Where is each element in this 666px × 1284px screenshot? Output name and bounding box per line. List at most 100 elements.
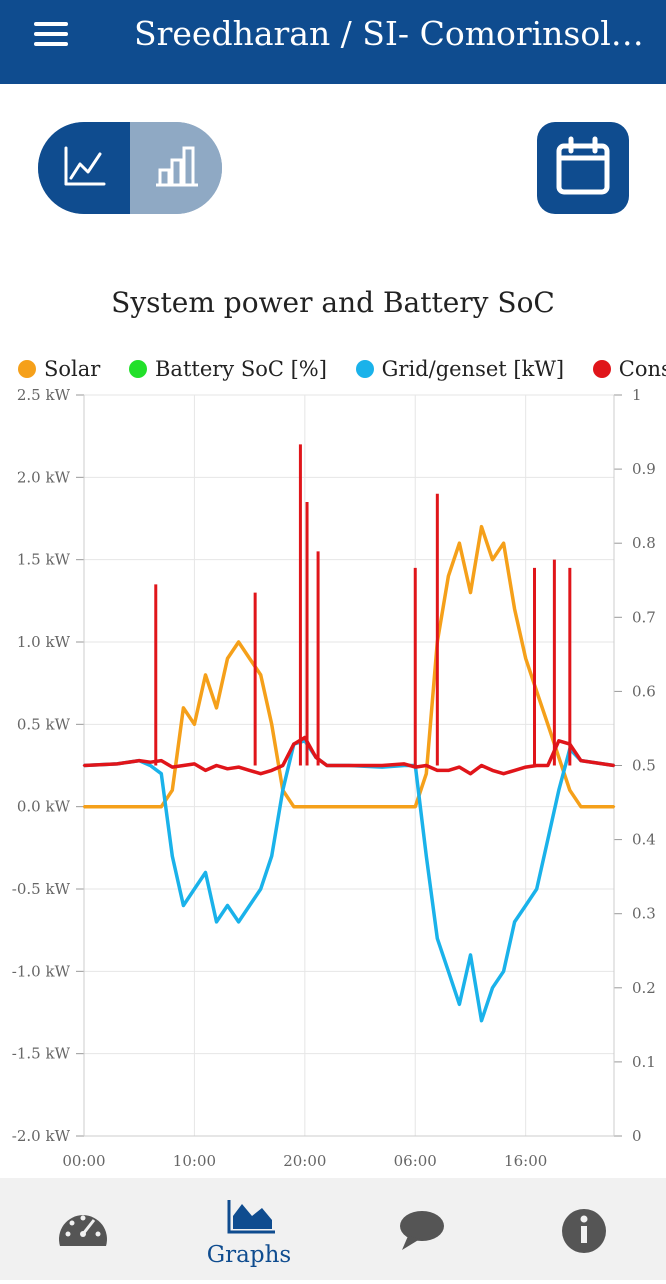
data-point (237, 920, 240, 924)
data-point (270, 854, 273, 858)
nav-graphs[interactable]: Graphs (166, 1178, 332, 1280)
data-point (281, 764, 284, 767)
calendar-button[interactable] (537, 122, 629, 214)
y-right-tick-label: 0.1 (632, 1053, 656, 1071)
legend-label: Solar (44, 357, 101, 381)
series-consumption (82, 735, 616, 776)
data-point (557, 756, 560, 759)
y-right-tick-label: 0.5 (632, 757, 656, 775)
data-point (160, 772, 163, 775)
y-left-tick-label: 0.0 kW (17, 798, 71, 816)
y-left-tick-label: 0.5 kW (17, 715, 71, 733)
data-point (215, 920, 218, 924)
data-point (160, 759, 163, 762)
data-point (115, 762, 119, 766)
nav-dashboard[interactable] (0, 1178, 166, 1280)
data-point (469, 772, 472, 775)
data-point (82, 764, 86, 767)
data-point (480, 525, 483, 528)
data-point (469, 953, 472, 957)
data-point (469, 591, 472, 594)
chat-icon (400, 1211, 444, 1250)
legend-label: Consume (618, 357, 666, 381)
data-point (204, 769, 207, 772)
legend-dot-icon (592, 360, 611, 378)
menu-icon-bar (34, 22, 68, 26)
data-point (546, 723, 549, 726)
y-right-tick-label: 0.2 (632, 979, 656, 997)
hamburger-menu-button[interactable] (26, 18, 76, 52)
y-left-tick-label: -1.5 kW (12, 1045, 71, 1063)
data-point (149, 805, 152, 808)
data-point (171, 854, 174, 858)
data-point (612, 805, 616, 808)
data-point (447, 769, 450, 772)
data-point (336, 805, 340, 808)
data-point (149, 764, 152, 767)
x-tick-label: 16:00 (504, 1152, 547, 1170)
legend-label: Battery SoC [%] (155, 357, 327, 381)
data-point (215, 764, 218, 767)
data-point (314, 805, 318, 808)
data-point (436, 937, 439, 940)
legend-item-consumption[interactable]: Consume (592, 357, 666, 381)
y-right-tick-label: 0.4 (632, 831, 656, 849)
bar-chart-toggle-button[interactable] (130, 122, 222, 214)
y-left-tick-label: 2.0 kW (17, 468, 71, 486)
data-point (513, 769, 516, 772)
data-point (193, 762, 196, 766)
legend-label: Grid/genset [kW] (381, 357, 565, 381)
info-icon (562, 1209, 606, 1253)
data-point (579, 759, 583, 762)
series-line (83, 739, 615, 1023)
data-point (149, 761, 152, 764)
data-point (270, 769, 273, 772)
data-point (193, 887, 196, 891)
data-point (248, 904, 251, 907)
data-point (226, 904, 229, 907)
data-point (425, 764, 428, 767)
data-point (182, 764, 185, 767)
legend-item-solar[interactable]: Solar (18, 357, 100, 381)
data-point (237, 765, 240, 769)
data-point (237, 640, 240, 644)
chart-legend: Solar Battery SoC [%] Grid/genset [kW] C… (18, 357, 666, 389)
data-point (380, 805, 384, 808)
data-point (491, 558, 494, 561)
chart-type-toggle (38, 122, 222, 214)
x-tick-label: 20:00 (283, 1152, 326, 1170)
nav-info[interactable] (498, 1178, 664, 1280)
data-point (325, 764, 329, 767)
data-point (579, 805, 583, 808)
data-point (204, 673, 207, 677)
data-point (270, 723, 273, 726)
line-chart-toggle-button[interactable] (38, 122, 130, 214)
x-tick-label: 06:00 (394, 1152, 437, 1170)
data-point (248, 769, 251, 772)
y-left-tick-label: 1.0 kW (17, 633, 71, 651)
data-point (292, 805, 295, 808)
y-left-tick-label: -0.5 kW (12, 880, 71, 898)
data-point (193, 723, 196, 726)
data-point (115, 805, 119, 808)
menu-icon-bar (34, 32, 68, 36)
data-point (226, 767, 229, 770)
data-point (171, 765, 174, 769)
data-point (546, 838, 549, 841)
data-point (447, 574, 450, 578)
y-right-tick-label: 0.8 (632, 534, 656, 552)
data-point (182, 706, 185, 710)
data-point (480, 1019, 483, 1022)
data-point (458, 542, 461, 545)
data-point (425, 772, 428, 775)
data-point (259, 887, 262, 891)
data-point (259, 673, 262, 677)
nav-messages[interactable] (332, 1178, 498, 1280)
data-point (138, 805, 141, 808)
data-point (182, 904, 185, 907)
legend-item-grid-genset[interactable]: Grid/genset [kW] (355, 357, 565, 381)
data-point (557, 739, 560, 742)
data-point (502, 970, 505, 973)
data-point (325, 805, 329, 808)
legend-item-battery-soc[interactable]: Battery SoC [%] (129, 357, 327, 381)
